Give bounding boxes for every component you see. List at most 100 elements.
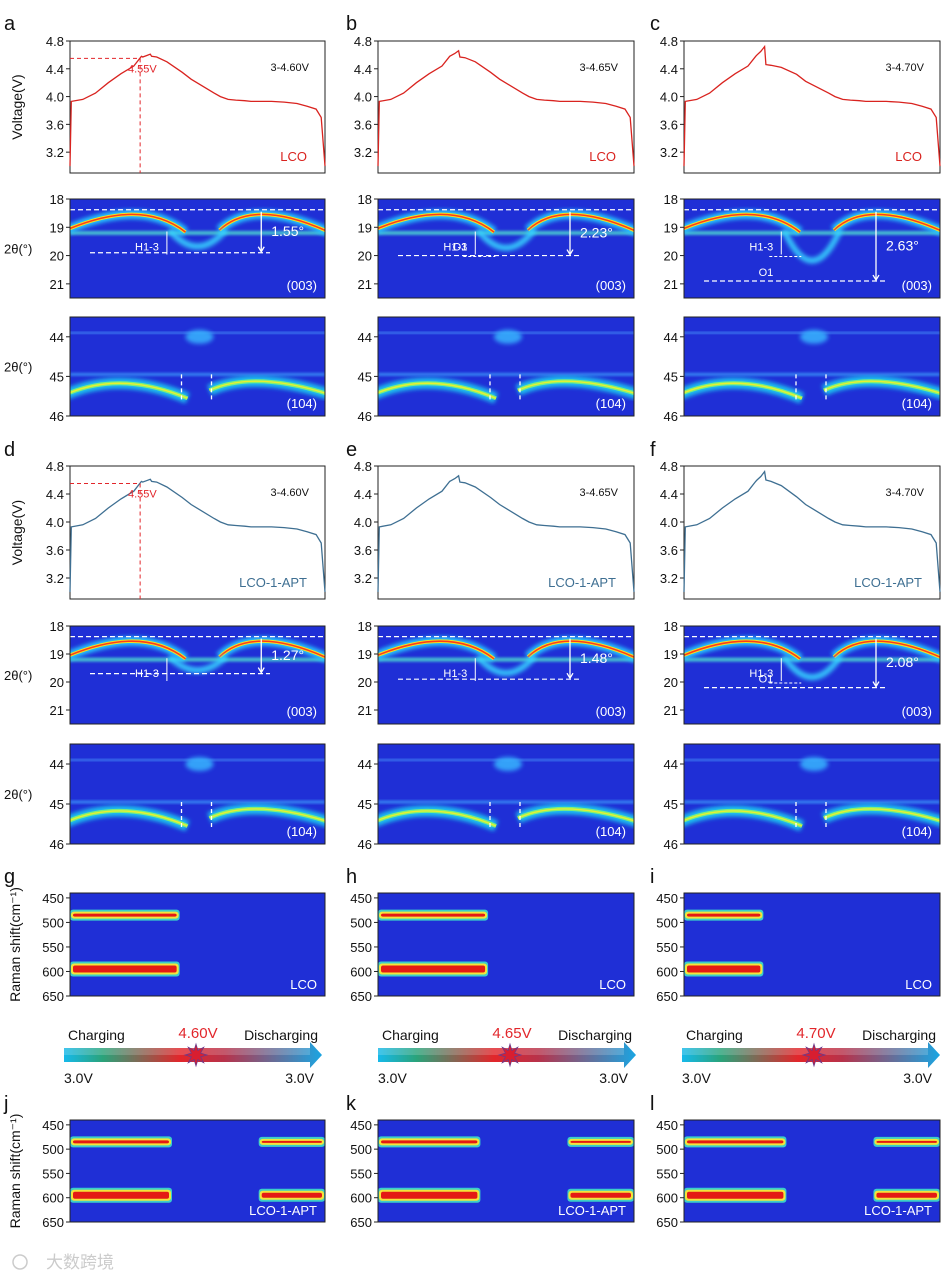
shift-label: 2.08° (886, 654, 919, 670)
end-voltage-label: 3.0V (903, 1070, 932, 1086)
y-tick-label: 450 (42, 1118, 64, 1133)
reference-band (378, 657, 634, 662)
diffraction-arch-core (684, 640, 801, 660)
shift-label: 2.63° (886, 237, 919, 253)
raman-heatmap-h: 450 500 550 600 650 LCO (350, 891, 635, 1004)
raman-band-a1g (381, 965, 486, 973)
diffraction-arch-core (833, 213, 940, 232)
y-tick-label: 650 (656, 1215, 678, 1230)
y-tick-label: 44 (664, 330, 678, 345)
y-tick-label: 20 (358, 675, 372, 690)
diffraction-arch-core (70, 213, 186, 233)
o1-spot (800, 329, 828, 344)
diffraction-arch-core (378, 382, 497, 399)
phase-label-h1-3: H1-3 (135, 668, 159, 680)
y-tick-label: 3.6 (46, 117, 64, 132)
diffraction-arch-core (70, 810, 188, 827)
panel-letter-l: l (650, 1093, 654, 1115)
heatmap-content (684, 329, 940, 404)
diffraction-arch-core (684, 382, 803, 399)
y-tick-label: 19 (664, 220, 678, 235)
panel-letter-b: b (346, 13, 357, 35)
y-tick-label: 45 (50, 797, 64, 812)
process-arrow-highlight (64, 1048, 310, 1055)
reference-band (684, 230, 940, 235)
reference-band (378, 372, 634, 376)
y-tick-label: 4.8 (354, 459, 372, 474)
process-arrow-3: Charging 4.70V Discharging 3.0V 3.0V (682, 1025, 940, 1086)
discharging-label: Discharging (558, 1027, 632, 1043)
watermark: 大数跨境 (12, 1253, 114, 1272)
y-tick-label: 46 (358, 837, 372, 852)
voltage-chart-f: 4.8 4.4 4.0 3.6 3.2 3-4.70V LCO-1-APT (660, 459, 941, 600)
y-tick-label: 4.0 (46, 90, 64, 105)
cutoff-star (183, 1042, 209, 1068)
phase-label-h1-3: H1-3 (135, 242, 159, 254)
xrd-heatmap-f-104: (104) 44 45 46 (664, 743, 941, 852)
peak-label: (104) (596, 396, 626, 411)
y-tick-label: 650 (350, 1215, 372, 1230)
voltage-range-label: 3-4.60V (270, 487, 309, 499)
voltage-curve (377, 49, 635, 167)
y-tick-label: 500 (42, 915, 64, 930)
y-axis-label: 2θ(°) (4, 787, 32, 802)
voltage-curve (683, 470, 941, 593)
reference-band (378, 230, 634, 235)
shift-label: 1.27° (271, 647, 304, 663)
y-tick-label: 45 (664, 797, 678, 812)
process-arrow-highlight (682, 1048, 928, 1055)
y-tick-label: 4.8 (660, 459, 678, 474)
shift-label: 1.55° (271, 223, 304, 239)
heatmap-content (378, 329, 634, 404)
reference-band (70, 657, 325, 662)
y-tick-label: 19 (358, 220, 372, 235)
diffraction-arch-core (684, 213, 801, 233)
reference-band (684, 372, 940, 376)
voltage-chart-c: 4.8 4.4 4.0 3.6 3.2 3-4.70V LCO (660, 34, 941, 174)
heatmap-frame (377, 1119, 635, 1223)
shift-arrow-head (872, 274, 880, 282)
raman-band-eg (73, 1140, 169, 1144)
y-tick-label: 650 (656, 989, 678, 1004)
y-tick-label: 450 (42, 891, 64, 906)
y-tick-label: 4.0 (354, 90, 372, 105)
heatmap-frame (683, 198, 941, 299)
sample-label: LCO (280, 149, 307, 164)
heatmap-frame (377, 892, 635, 997)
raman-band-eg (381, 1140, 478, 1144)
voltage-range-label: 3-4.70V (885, 62, 924, 74)
y-tick-label: 500 (350, 1142, 372, 1157)
y-tick-label: 18 (50, 619, 64, 634)
y-tick-label: 45 (50, 369, 64, 384)
diffraction-arch-core (378, 640, 495, 660)
start-voltage-label: 3.0V (64, 1070, 93, 1086)
peak-label: (104) (287, 396, 317, 411)
y-tick-label: 18 (358, 619, 372, 634)
heatmap-content (684, 636, 940, 681)
y-tick-label: 4.8 (354, 34, 372, 49)
shift-arrow-head (872, 681, 880, 688)
y-tick-label: 44 (358, 757, 372, 772)
shift-label: 1.48° (580, 650, 613, 666)
y-tick-label: 4.4 (354, 62, 372, 77)
xrd-heatmap-d-003: 1.27° H1-3 (003) 18 19 20 21 2θ(°) (4, 619, 326, 725)
raman-band-eg (381, 913, 486, 917)
y-tick-label: 46 (358, 409, 372, 424)
watermark-text: 大数跨境 (46, 1253, 114, 1272)
raman-heatmap-k: 450 500 550 600 650 LCO-1-APT (350, 1118, 635, 1230)
panel-letter-a: a (4, 13, 16, 35)
raman-band-a1g (381, 1191, 478, 1199)
diffraction-arch-core (527, 213, 634, 232)
xrd-heatmap-a-003: 1.55° H1-3 (003) 18 19 20 21 2θ(°) (4, 192, 326, 299)
shift-label: 2.23° (580, 225, 613, 241)
peak-label: (003) (287, 278, 317, 293)
heatmap-content (684, 209, 940, 264)
y-tick-label: 21 (50, 703, 64, 718)
y-tick-label: 600 (350, 964, 372, 979)
y-tick-label: 4.4 (46, 62, 64, 77)
voltage-range-label: 3-4.65V (579, 487, 618, 499)
watermark-logo-icon (12, 1254, 28, 1270)
heatmap-background (684, 893, 940, 996)
panel-letter-i: i (650, 866, 654, 888)
raman-heatmap-i: 450 500 550 600 650 LCO (656, 891, 941, 1004)
